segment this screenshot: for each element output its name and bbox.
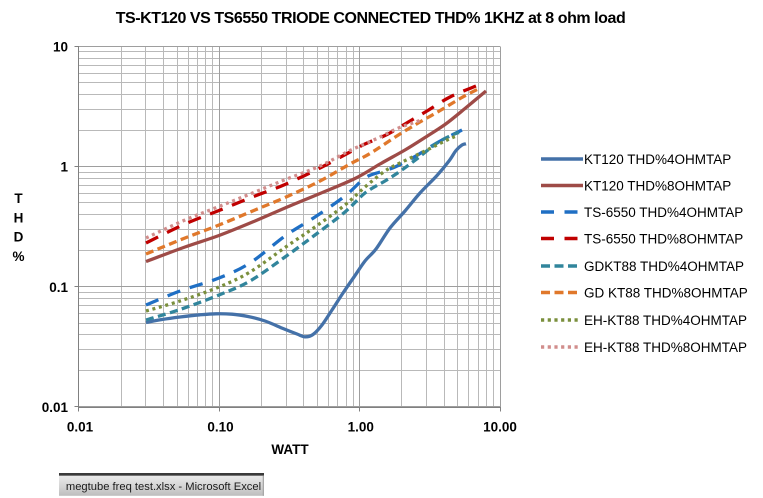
svg-text:KT120 THD%4OHMTAP: KT120 THD%4OHMTAP: [584, 152, 731, 167]
svg-text:GDKT88 THD%4OHMTAP: GDKT88 THD%4OHMTAP: [584, 259, 744, 274]
svg-text:KT120 THD%8OHMTAP: KT120 THD%8OHMTAP: [584, 178, 731, 193]
svg-text:EH-KT88 THD%4OHMTAP: EH-KT88 THD%4OHMTAP: [584, 313, 747, 328]
svg-text:10.00: 10.00: [483, 420, 517, 435]
svg-text:0.10: 0.10: [207, 420, 233, 435]
svg-text:T: T: [14, 191, 23, 206]
svg-text:WATT: WATT: [271, 442, 309, 457]
svg-text:D: D: [14, 230, 24, 245]
svg-text:0.01: 0.01: [42, 400, 69, 415]
svg-text:megtube freq test.xlsx - Mic: megtube freq test.xlsx - Microsoft Excel: [66, 481, 261, 493]
svg-text:0.1: 0.1: [49, 280, 68, 295]
svg-text:GD KT88 THD%8OHMTAP: GD KT88 THD%8OHMTAP: [584, 285, 748, 300]
svg-text:TS-6550 THD%4OHMTAP: TS-6550 THD%4OHMTAP: [584, 205, 743, 220]
svg-text:H: H: [14, 210, 24, 225]
svg-text:1.00: 1.00: [348, 420, 374, 435]
svg-text:1: 1: [60, 160, 68, 175]
svg-text:0.01: 0.01: [67, 420, 94, 435]
svg-text:TS-KT120 VS TS6550 TRIODE CONN: TS-KT120 VS TS6550 TRIODE CONNECTED THD%…: [116, 10, 626, 27]
svg-text:10: 10: [53, 39, 68, 54]
svg-text:EH-KT88 THD%8OHMTAP: EH-KT88 THD%8OHMTAP: [584, 340, 747, 355]
svg-text:TS-6550 THD%8OHMTAP: TS-6550 THD%8OHMTAP: [584, 231, 743, 246]
svg-text:%: %: [12, 249, 24, 264]
